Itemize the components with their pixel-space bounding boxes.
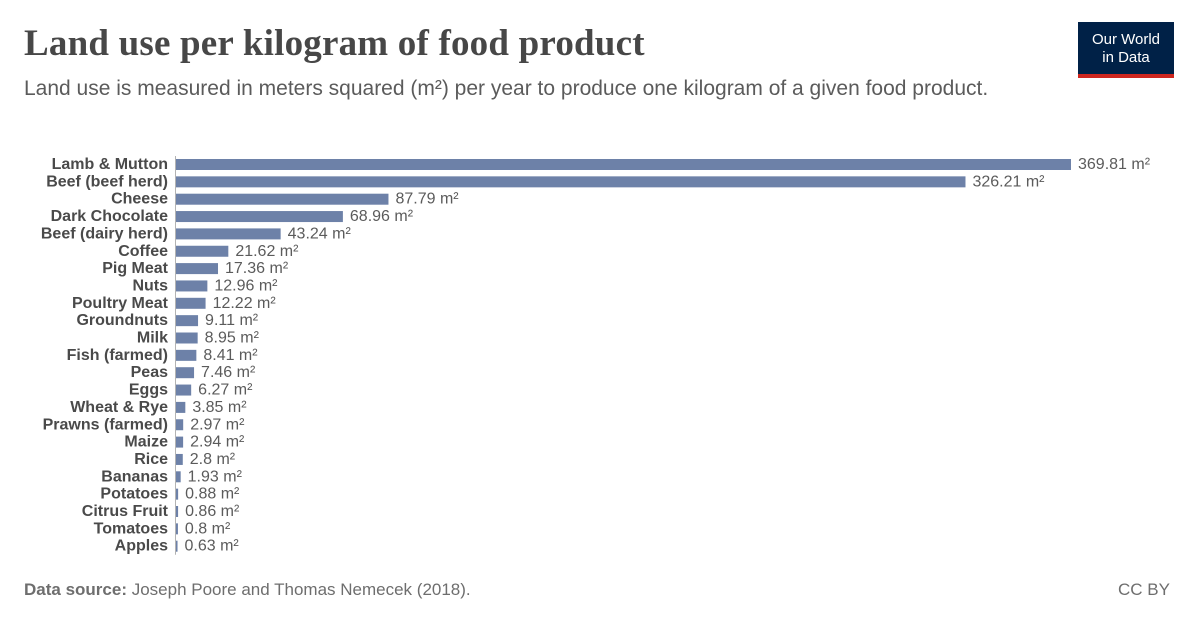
- value-label: 17.36 m²: [225, 260, 289, 277]
- category-label: Bananas: [101, 468, 168, 485]
- category-label: Cheese: [111, 191, 168, 208]
- value-label: 21.62 m²: [235, 243, 299, 260]
- category-label: Citrus Fruit: [82, 503, 169, 520]
- bar-14: [176, 401, 186, 413]
- bar-11: [176, 349, 197, 361]
- value-label: 87.79 m²: [395, 191, 459, 208]
- value-label: 2.94 m²: [190, 434, 245, 451]
- bar-13: [176, 384, 192, 396]
- category-label: Peas: [131, 364, 168, 381]
- chart-subtitle: Land use is measured in meters squared (…: [24, 77, 989, 100]
- bar-17: [176, 453, 183, 465]
- value-label: 12.22 m²: [213, 295, 277, 312]
- value-label: 68.96 m²: [350, 208, 414, 225]
- bar-3: [176, 211, 343, 223]
- value-label: 0.88 m²: [185, 486, 240, 503]
- value-label: 9.11 m²: [205, 312, 259, 329]
- category-label: Milk: [137, 330, 168, 347]
- category-label: Beef (dairy herd): [41, 225, 168, 242]
- logo-line-1: Our World: [1091, 31, 1161, 48]
- value-label: 8.41 m²: [203, 347, 258, 364]
- data-source-label: Data source:: [24, 580, 127, 599]
- bar-9: [176, 315, 199, 327]
- category-label: Nuts: [132, 277, 168, 294]
- value-label: 3.85 m²: [192, 399, 247, 416]
- bar-7: [176, 280, 208, 292]
- category-label: Beef (beef herd): [46, 173, 168, 190]
- category-label: Fish (farmed): [67, 347, 168, 364]
- value-label: 43.24 m²: [288, 225, 352, 242]
- category-label: Dark Chocolate: [51, 208, 168, 225]
- bar-4: [176, 228, 281, 240]
- value-label: 369.81 m²: [1078, 156, 1151, 173]
- value-label: 326.21 m²: [972, 173, 1045, 190]
- bar-21: [176, 523, 178, 535]
- value-label: 0.63 m²: [185, 538, 240, 555]
- category-label: Lamb & Mutton: [52, 156, 168, 173]
- bar-19: [176, 488, 179, 500]
- category-label: Coffee: [118, 243, 168, 260]
- value-label: 7.46 m²: [201, 364, 256, 381]
- bar-18: [176, 471, 181, 483]
- bar-5: [176, 245, 229, 257]
- value-label: 0.86 m²: [185, 503, 240, 520]
- value-label: 2.97 m²: [190, 416, 245, 433]
- bar-1: [176, 176, 966, 188]
- value-label: 6.27 m²: [198, 382, 253, 399]
- bar-16: [176, 436, 184, 448]
- value-label: 8.95 m²: [205, 330, 260, 347]
- category-label: Maize: [124, 434, 168, 451]
- bar-8: [176, 297, 206, 309]
- bar-20: [176, 506, 179, 517]
- category-label: Poultry Meat: [72, 295, 169, 312]
- bar-chart: Lamb & Mutton 369.81 m² Beef (beef herd) 32…: [41, 156, 1151, 555]
- category-label: Tomatoes: [94, 520, 168, 537]
- category-label: Prawns (farmed): [43, 416, 168, 433]
- owid-logo[interactable]: Our World in Data: [1078, 22, 1174, 78]
- category-label: Groundnuts: [76, 312, 168, 329]
- data-source: Data source: Joseph Poore and Thomas Nem…: [24, 580, 471, 600]
- value-label: 1.93 m²: [188, 468, 243, 485]
- value-label: 12.96 m²: [214, 277, 278, 294]
- category-label: Potatoes: [100, 486, 168, 503]
- category-label: Pig Meat: [102, 260, 168, 277]
- bar-2: [176, 193, 389, 205]
- bar-0: [176, 159, 1071, 170]
- chart-title: Land use per kilogram of food product: [24, 23, 645, 64]
- license-link[interactable]: CC BY: [1118, 580, 1170, 599]
- category-label: Wheat & Rye: [70, 399, 168, 416]
- category-label: Apples: [115, 538, 168, 555]
- category-label: Rice: [134, 451, 168, 468]
- bar-22: [176, 540, 178, 552]
- category-label: Eggs: [129, 382, 168, 399]
- bar-10: [176, 332, 198, 344]
- bar-12: [176, 367, 195, 379]
- data-source-text: Joseph Poore and Thomas Nemecek (2018).: [131, 580, 471, 599]
- logo-line-2: in Data: [1102, 49, 1150, 66]
- value-label: 0.8 m²: [185, 520, 231, 537]
- bar-15: [176, 419, 184, 431]
- value-label: 2.8 m²: [190, 451, 236, 468]
- bar-6: [176, 263, 219, 275]
